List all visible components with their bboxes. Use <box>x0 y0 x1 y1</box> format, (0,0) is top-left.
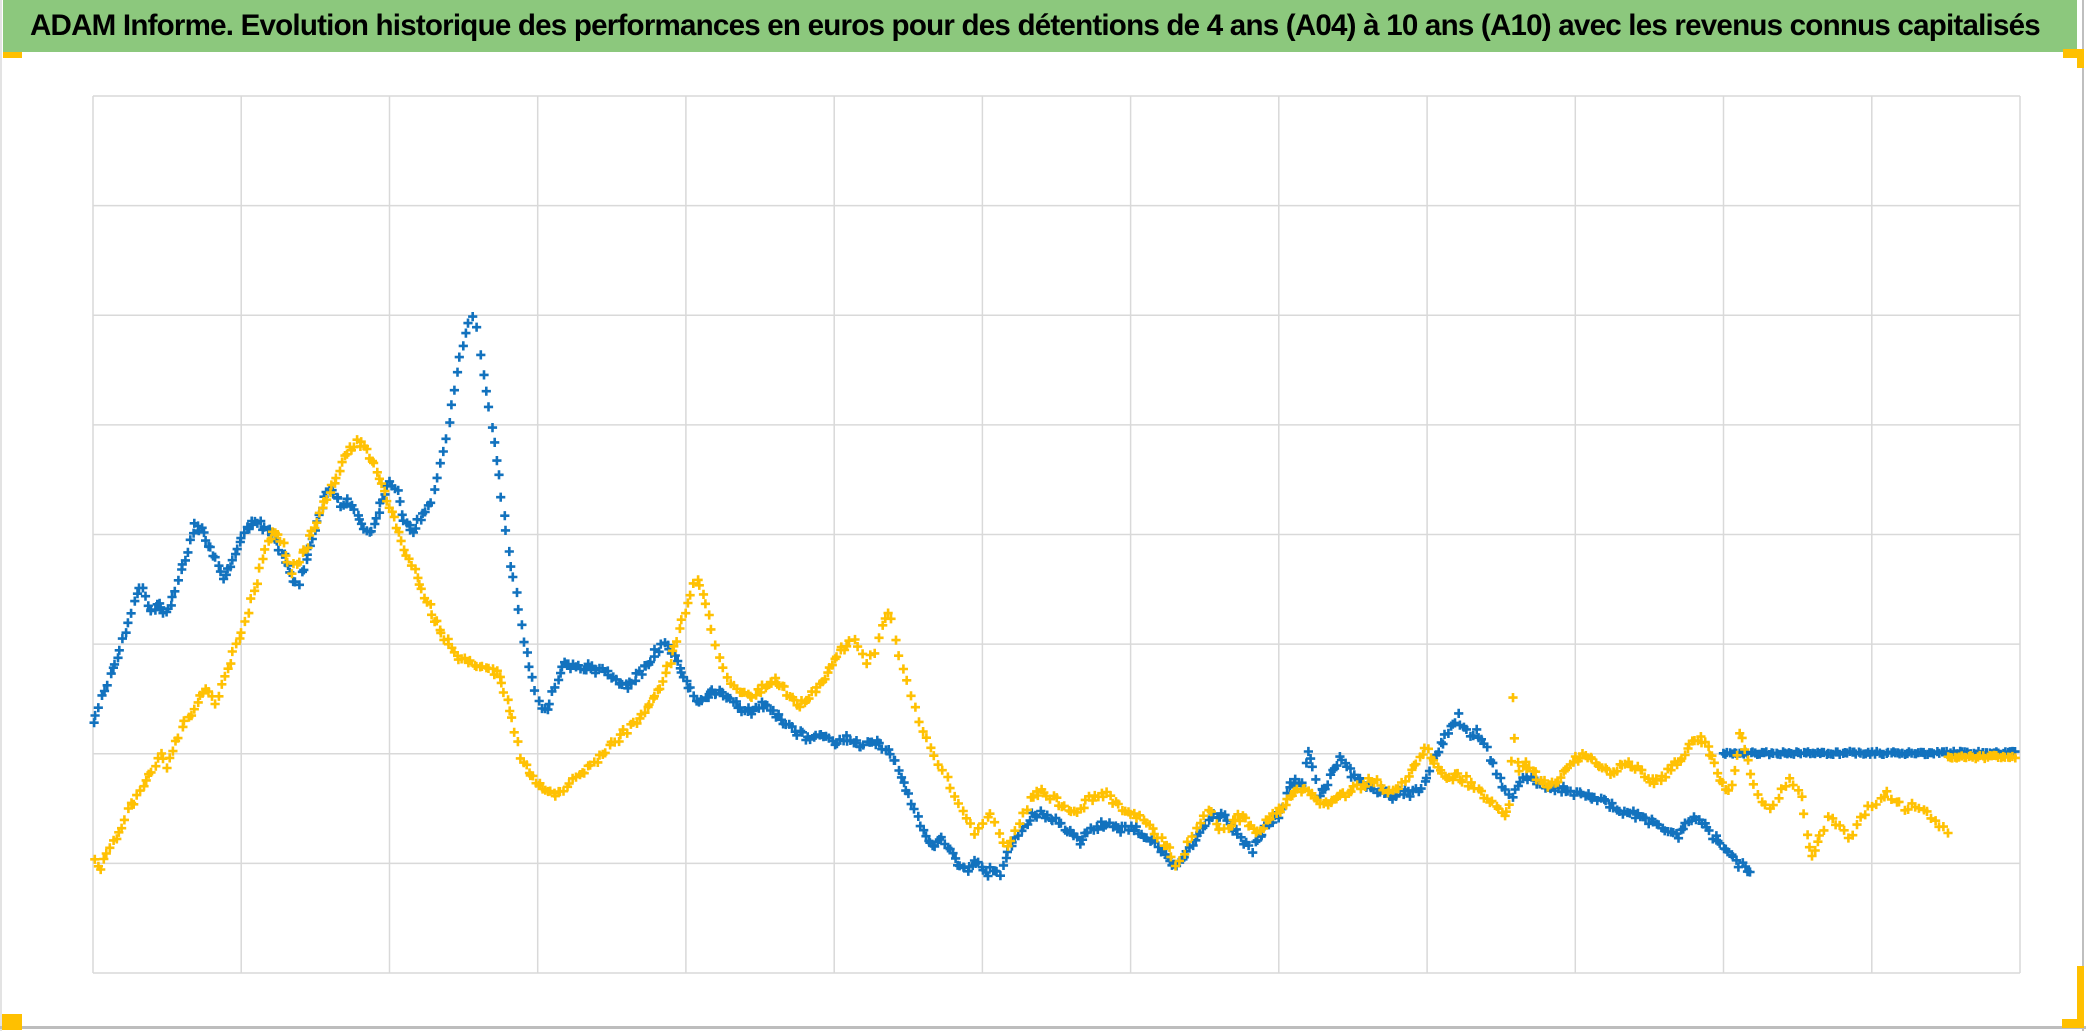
series-gold-markers <box>90 435 2020 875</box>
gold-accent-bottom-left <box>2 1014 22 1030</box>
chart-title-bar: ADAM Informe. Evolution historique des p… <box>3 0 2077 52</box>
chart-title: ADAM Informe. Evolution historique des p… <box>30 9 2041 42</box>
scatter-series <box>89 312 2020 881</box>
chart-area[interactable] <box>0 52 2086 1026</box>
gold-accent-top-left <box>3 52 22 58</box>
gold-corner-bottom-right-vertical <box>2077 966 2084 1023</box>
gold-corner-top-right-vertical <box>2077 49 2084 68</box>
gridlines <box>92 95 2021 974</box>
grid-path <box>92 95 2021 974</box>
window-left-border <box>0 0 2 1031</box>
window-right-border <box>2082 0 2084 1031</box>
gold-corner-bottom-right-horizontal <box>2062 1019 2084 1028</box>
gold-corner-top-right-horizontal <box>2063 49 2084 58</box>
scatter-chart[interactable] <box>0 52 2086 1031</box>
window-bottom-border <box>0 1026 2086 1029</box>
